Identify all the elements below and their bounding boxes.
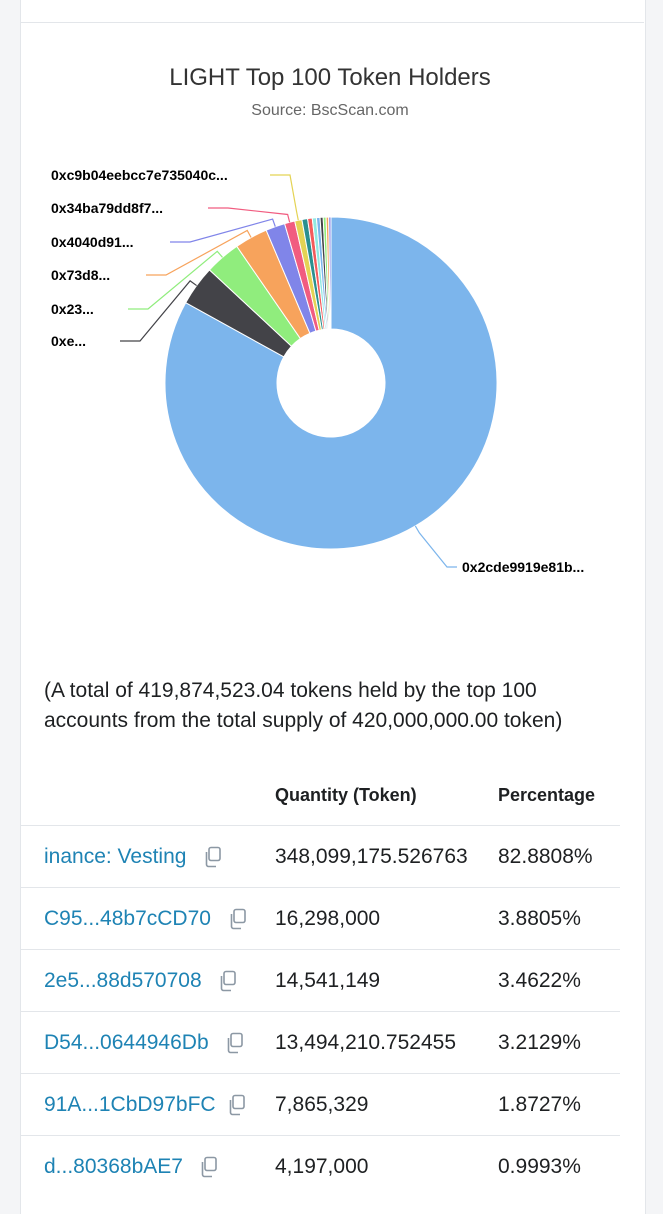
holder-address-link[interactable]: 91A...1CbD97bFC [44,1093,216,1116]
total-supply-note: (A total of 419,874,523.04 tokens held b… [44,676,634,736]
pie-label: 0x34ba79dd8f7... [51,200,163,216]
chart-title: LIGHT Top 100 Token Holders [169,64,491,91]
holder-percentage: 3.2129% [498,1031,581,1054]
holder-quantity: 348,099,175.526763 [275,845,468,868]
pie-connector-line [120,280,197,342]
pie-label: 0x23... [51,301,94,317]
pie-slice[interactable] [164,216,498,550]
copy-icon[interactable] [226,1094,246,1116]
pie-connector-line [208,207,291,223]
pie-label: 0xc9b04eebcc7e735040c... [51,167,228,183]
holder-address-link[interactable]: C95...48b7cCD70 [44,907,211,930]
total-note-line-1: (A total of 419,874,523.04 tokens held b… [44,679,537,702]
pie-connector-line [128,250,223,310]
pie-connector-line [270,174,299,221]
pie-chart: LIGHT Top 100 Token Holders Source: BscS… [51,64,584,575]
copy-icon[interactable] [224,1032,244,1054]
pie-labels: 0x2cde9919e81b... 0xe... 0x23... 0x73d8... 0… [51,167,584,575]
pie-connector-line [146,229,252,276]
holder-address-link[interactable]: inance: Vesting [44,845,187,868]
chart-subtitle: Source: BscScan.com [251,102,408,119]
pie-slices [164,216,498,550]
total-note-line-2: accounts from the total supply of 420,00… [44,709,563,732]
percentage-column-header: Percentage [498,785,596,805]
holder-quantity: 7,865,329 [275,1093,369,1116]
holder-address-link[interactable]: 2e5...88d570708 [44,969,202,992]
pie-label: 0x4040d91... [51,234,134,250]
table-row: D54...0644946Db 13,494,210.752455 3.2129… [20,1011,620,1074]
pie-connector-line [414,525,457,568]
holder-percentage: 1.8727% [498,1093,581,1116]
table-row: 91A...1CbD97bFC 7,865,329 1.8727% [20,1073,620,1136]
holder-percentage: 82.8808% [498,845,593,868]
table-row: d...80368bAE7 4,197,000 0.9993% [20,1135,620,1198]
table-row: inance: Vesting 348,099,175.526763 82.88… [20,825,620,888]
holder-quantity: 16,298,000 [275,907,381,930]
copy-icon[interactable] [202,846,222,868]
pie-label: 0x73d8... [51,267,110,283]
holder-quantity: 4,197,000 [275,1155,369,1178]
table-row: C95...48b7cCD70 16,298,000 3.8805% [20,887,620,950]
quantity-column-header: Quantity (Token) [275,785,417,805]
pie-slice[interactable] [328,216,332,330]
holder-quantity: 13,494,210.752455 [275,1031,457,1054]
holder-address-link[interactable]: d...80368bAE7 [44,1155,183,1178]
copy-icon[interactable] [227,908,247,930]
pie-connector-line [170,218,276,243]
holder-address-link[interactable]: D54...0644946Db [44,1031,209,1054]
holder-percentage: 3.8805% [498,907,581,930]
holder-quantity: 14,541,149 [275,969,381,992]
holder-percentage: 0.9993% [498,1155,581,1178]
pie-label: 0xe... [51,333,86,349]
pie-label: 0x2cde9919e81b... [462,559,584,575]
copy-icon[interactable] [198,1156,218,1178]
card-divider [20,22,644,23]
holder-percentage: 3.4622% [498,969,581,992]
table-row: 2e5...88d570708 14,541,149 3.4622% [20,949,620,1012]
copy-icon[interactable] [217,970,237,992]
